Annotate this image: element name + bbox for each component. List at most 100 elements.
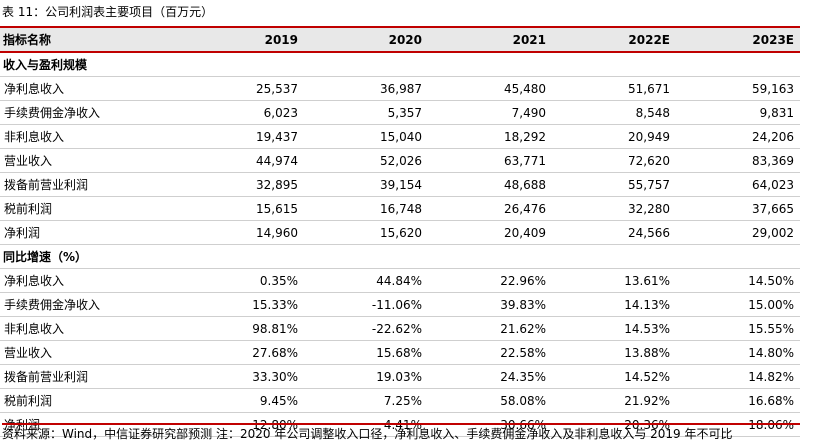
table-cell: 64,023: [676, 172, 800, 197]
header-label: 指标名称: [0, 26, 180, 53]
section-title: 收入与盈利规模: [0, 52, 800, 77]
table-cell: 14.13%: [552, 292, 676, 317]
table-cell: 7.25%: [304, 388, 428, 413]
table-row: 净利息收入 25,537 36,987 45,480 51,671 59,163: [0, 76, 800, 101]
table-row: 手续费佣金净收入 15.33% -11.06% 39.83% 14.13% 15…: [0, 292, 800, 317]
row-label: 净利息收入: [0, 268, 180, 293]
table-cell: 59,163: [676, 76, 800, 101]
table-cell: 24.35%: [428, 364, 552, 389]
table-cell: 9,831: [676, 100, 800, 125]
table-row: 营业收入 44,974 52,026 63,771 72,620 83,369: [0, 148, 800, 173]
table-header-row: 指标名称 2019 2020 2021 2022E 2023E: [0, 26, 800, 53]
header-year: 2020: [304, 26, 428, 53]
table-cell: 55,757: [552, 172, 676, 197]
row-label: 拨备前营业利润: [0, 172, 180, 197]
table-cell: 58.08%: [428, 388, 552, 413]
table-cell: 36,987: [304, 76, 428, 101]
table-cell: 15,040: [304, 124, 428, 149]
table-cell: 39.83%: [428, 292, 552, 317]
table-cell: 18,292: [428, 124, 552, 149]
table-cell: 0.35%: [180, 268, 304, 293]
table-row: 手续费佣金净收入 6,023 5,357 7,490 8,548 9,831: [0, 100, 800, 125]
table-cell: 27.68%: [180, 340, 304, 365]
table-row: 非利息收入 98.81% -22.62% 21.62% 14.53% 15.55…: [0, 316, 800, 341]
table-cell: 44.84%: [304, 268, 428, 293]
table-cell: 15.00%: [676, 292, 800, 317]
row-label: 非利息收入: [0, 124, 180, 149]
row-label: 拨备前营业利润: [0, 364, 180, 389]
table-cell: 24,566: [552, 220, 676, 245]
table-cell: 14,960: [180, 220, 304, 245]
income-statement-table: 指标名称 2019 2020 2021 2022E 2023E 收入与盈利规模 …: [0, 26, 800, 437]
table-cell: 24,206: [676, 124, 800, 149]
table-cell: 52,026: [304, 148, 428, 173]
table-cell: 15.55%: [676, 316, 800, 341]
table-cell: 39,154: [304, 172, 428, 197]
table-cell: 20,409: [428, 220, 552, 245]
table-cell: 14.82%: [676, 364, 800, 389]
header-year: 2023E: [676, 26, 800, 53]
table-cell: 29,002: [676, 220, 800, 245]
table-cell: 14.53%: [552, 316, 676, 341]
table-row: 拨备前营业利润 32,895 39,154 48,688 55,757 64,0…: [0, 172, 800, 197]
table-cell: 6,023: [180, 100, 304, 125]
table-cell: 25,537: [180, 76, 304, 101]
table-cell: 9.45%: [180, 388, 304, 413]
table-cell: 15.33%: [180, 292, 304, 317]
header-year: 2019: [180, 26, 304, 53]
table-cell: 45,480: [428, 76, 552, 101]
row-label: 营业收入: [0, 340, 180, 365]
table-cell: 16,748: [304, 196, 428, 221]
table-cell: 5,357: [304, 100, 428, 125]
table-cell: 83,369: [676, 148, 800, 173]
header-year: 2021: [428, 26, 552, 53]
row-label: 手续费佣金净收入: [0, 292, 180, 317]
table-cell: 37,665: [676, 196, 800, 221]
table-cell: 8,548: [552, 100, 676, 125]
table-cell: 13.88%: [552, 340, 676, 365]
table-cell: 72,620: [552, 148, 676, 173]
table-cell: 13.61%: [552, 268, 676, 293]
table-cell: 44,974: [180, 148, 304, 173]
section-row: 同比增速（%）: [0, 244, 800, 269]
table-cell: 15,620: [304, 220, 428, 245]
table-cell: 32,895: [180, 172, 304, 197]
table-row: 非利息收入 19,437 15,040 18,292 20,949 24,206: [0, 124, 800, 149]
section-title: 同比增速（%）: [0, 244, 800, 269]
table-cell: 16.68%: [676, 388, 800, 413]
table-row: 税前利润 9.45% 7.25% 58.08% 21.92% 16.68%: [0, 388, 800, 413]
table-row: 净利润 14,960 15,620 20,409 24,566 29,002: [0, 220, 800, 245]
row-label: 净利润: [0, 220, 180, 245]
section-row: 收入与盈利规模: [0, 52, 800, 77]
table-cell: 19.03%: [304, 364, 428, 389]
row-label: 非利息收入: [0, 316, 180, 341]
table-cell: 20,949: [552, 124, 676, 149]
table-cell: 15,615: [180, 196, 304, 221]
table-cell: 7,490: [428, 100, 552, 125]
table-cell: 19,437: [180, 124, 304, 149]
row-label: 营业收入: [0, 148, 180, 173]
table-row: 税前利润 15,615 16,748 26,476 32,280 37,665: [0, 196, 800, 221]
table-row: 净利息收入 0.35% 44.84% 22.96% 13.61% 14.50%: [0, 268, 800, 293]
table-row: 营业收入 27.68% 15.68% 22.58% 13.88% 14.80%: [0, 340, 800, 365]
table-cell: 32,280: [552, 196, 676, 221]
table-cell: -11.06%: [304, 292, 428, 317]
row-label: 净利息收入: [0, 76, 180, 101]
table-cell: 21.62%: [428, 316, 552, 341]
table-caption: 表 11：公司利润表主要项目（百万元）: [2, 5, 214, 19]
table-cell: -22.62%: [304, 316, 428, 341]
table-cell: 51,671: [552, 76, 676, 101]
table-cell: 22.96%: [428, 268, 552, 293]
table-row: 拨备前营业利润 33.30% 19.03% 24.35% 14.52% 14.8…: [0, 364, 800, 389]
table-cell: 33.30%: [180, 364, 304, 389]
row-label: 税前利润: [0, 196, 180, 221]
table-cell: 14.50%: [676, 268, 800, 293]
table-cell: 22.58%: [428, 340, 552, 365]
table-cell: 98.81%: [180, 316, 304, 341]
row-label: 手续费佣金净收入: [0, 100, 180, 125]
table-cell: 26,476: [428, 196, 552, 221]
table-cell: 15.68%: [304, 340, 428, 365]
table-cell: 14.80%: [676, 340, 800, 365]
table-cell: 21.92%: [552, 388, 676, 413]
table-cell: 14.52%: [552, 364, 676, 389]
